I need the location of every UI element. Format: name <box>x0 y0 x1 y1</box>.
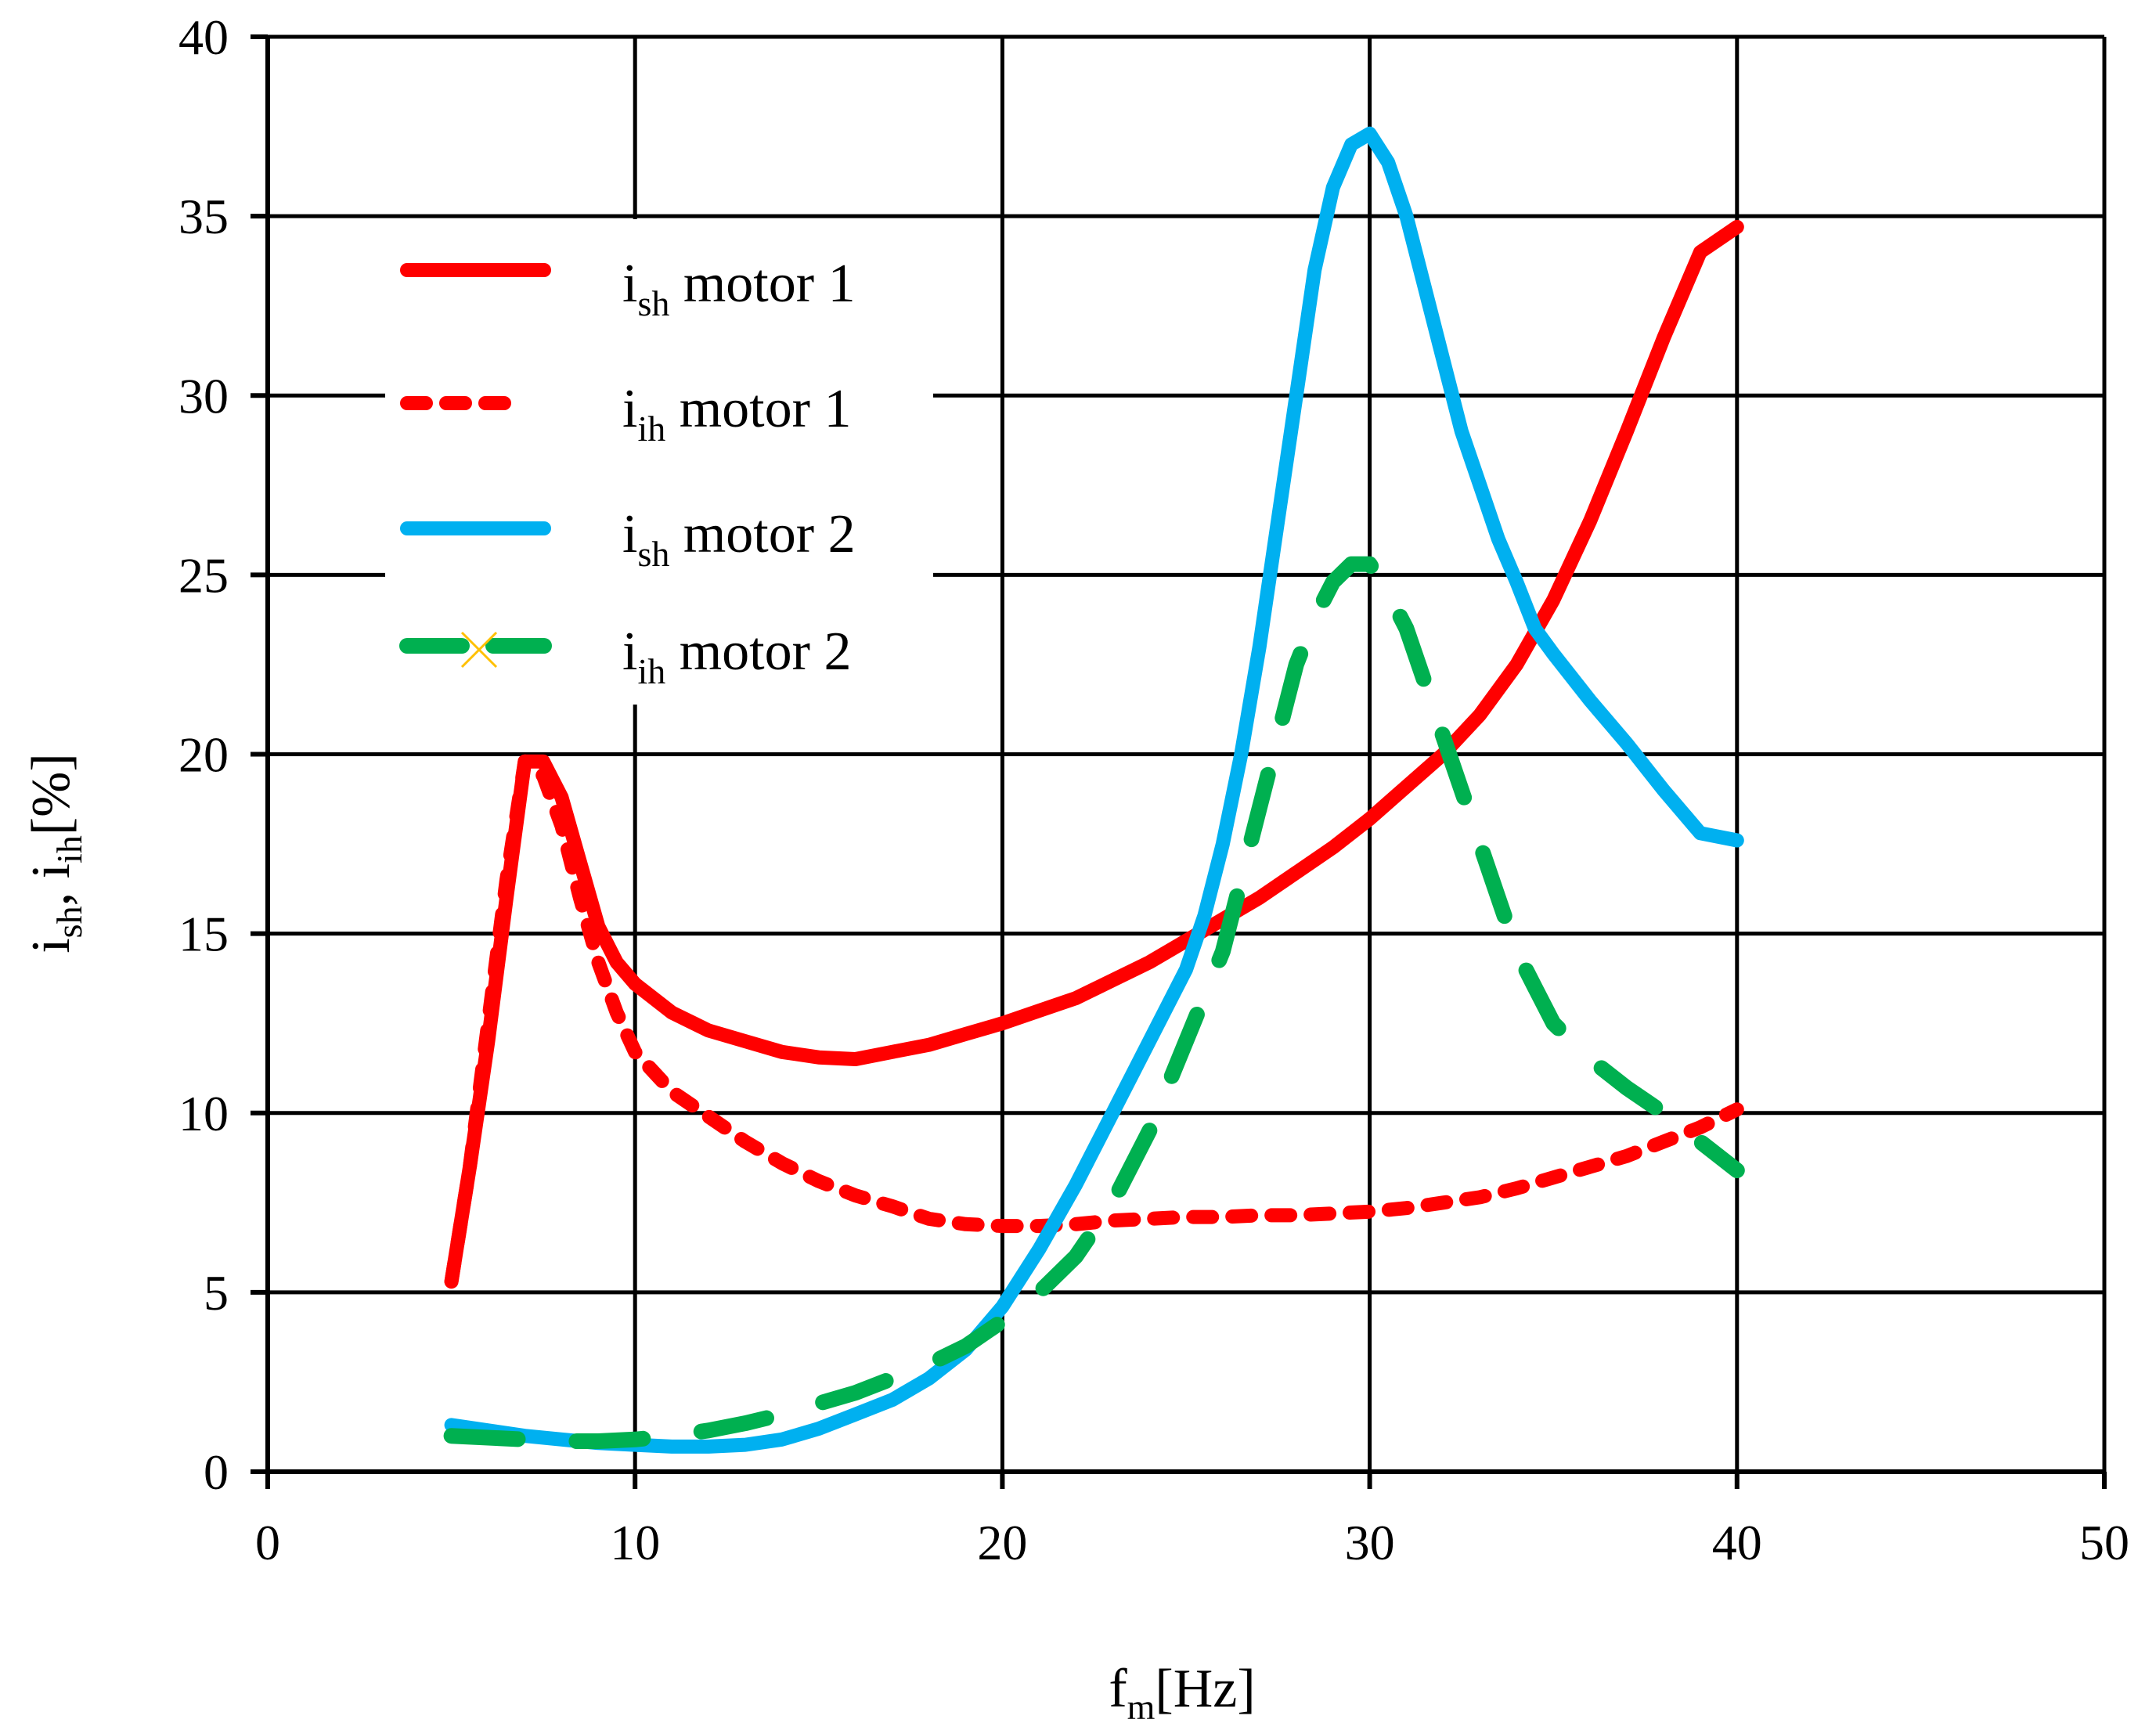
series-line-3 <box>444 126 1744 1454</box>
x-tick-label-1: 10 <box>610 1515 660 1570</box>
x-tick-labels: 0 10 20 30 40 50 <box>255 1515 2129 1570</box>
y-tick-label-6: 30 <box>178 368 229 424</box>
series-line-2 <box>444 754 1744 1289</box>
legend-item-2: iih motor 1 <box>400 379 851 449</box>
x-tick-label-3: 30 <box>1345 1515 1395 1570</box>
x-tick-label-4: 40 <box>1712 1515 1762 1570</box>
legend-label-2: iih motor 1 <box>622 379 851 449</box>
y-tick-label-4: 20 <box>178 727 229 783</box>
legend: ish motor 1 iih motor 1 ish motor 2 iih … <box>385 219 933 705</box>
legend-label-1: ish motor 1 <box>622 254 856 323</box>
legend-marker-stroke-b <box>460 631 498 669</box>
y-axis-title: ish, iih[%] <box>21 753 89 953</box>
legend-item-4: iih motor 2 <box>399 622 851 691</box>
plot-frame <box>251 34 2107 1489</box>
x-tick-label-5: 50 <box>2079 1515 2129 1570</box>
legend-background <box>385 219 933 705</box>
legend-item-3: ish motor 2 <box>400 504 856 574</box>
y-tick-label-3: 15 <box>178 907 229 962</box>
y-tick-label-2: 10 <box>178 1086 229 1141</box>
legend-marker-x-icon <box>460 631 498 669</box>
y-tick-label-5: 25 <box>178 547 229 603</box>
series-lines <box>443 126 1745 1454</box>
series-line-4 <box>443 556 1745 1449</box>
series-line-1 <box>444 219 1744 1289</box>
y-tick-label-8: 40 <box>178 9 229 65</box>
y-tick-labels: 0 5 10 15 20 25 30 35 40 <box>178 9 229 1500</box>
legend-label-4: iih motor 2 <box>622 622 851 691</box>
legend-item-1: ish motor 1 <box>400 254 856 323</box>
y-tick-label-0: 0 <box>204 1444 229 1500</box>
y-tick-label-7: 35 <box>178 189 229 244</box>
x-axis-title: fm[Hz] <box>1109 1659 1255 1723</box>
x-tick-label-0: 0 <box>255 1515 280 1570</box>
y-tick-label-1: 5 <box>204 1265 229 1321</box>
x-tick-label-2: 20 <box>977 1515 1027 1570</box>
legend-label-3: ish motor 2 <box>622 504 856 574</box>
